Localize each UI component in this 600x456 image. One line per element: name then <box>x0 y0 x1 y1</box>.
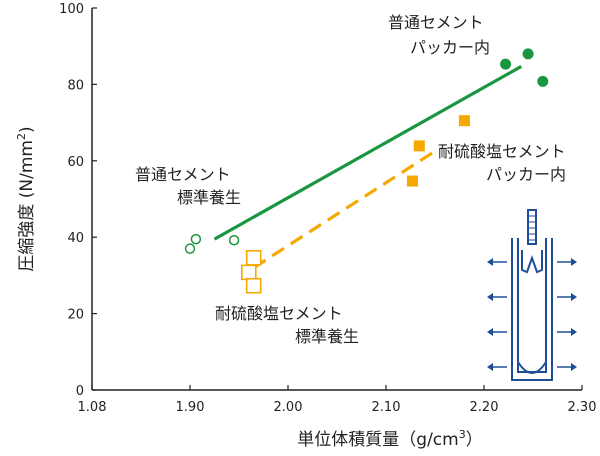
data-point <box>413 140 425 152</box>
y-tick-label: 20 <box>67 308 84 323</box>
data-point <box>245 250 262 266</box>
y-axis-title: 圧縮強度 (N/mm2) <box>15 126 37 271</box>
packer-diagram-icon <box>487 209 577 381</box>
x-tick-label: 2.30 <box>568 400 597 415</box>
annotation-label: 耐硫酸塩セメント <box>215 304 343 323</box>
y-tick-label: 0 <box>76 384 84 399</box>
x-tick-label: 1.08 <box>78 400 107 415</box>
trendlines <box>213 65 523 270</box>
data-point <box>406 175 418 187</box>
y-tick-label: 80 <box>67 78 84 93</box>
x-tick-label: 2.10 <box>372 400 401 415</box>
data-point <box>458 115 470 127</box>
y-tick-label: 40 <box>67 231 84 246</box>
data-point <box>184 243 196 254</box>
x-tick-label: 2.00 <box>274 400 303 415</box>
annotation-label: 標準養生 <box>295 327 359 346</box>
annotation-label: 普通セメント <box>388 13 484 32</box>
data-point <box>190 233 202 245</box>
y-tick-label: 60 <box>67 155 84 170</box>
annotation-label: パッカー内 <box>410 38 490 57</box>
axes: 1.08 1.90 2.00 2.10 2.20 2.30 0 20 40 60 80 100 単位体積… <box>15 2 596 450</box>
x-axis-title: 単位体積質量（g/cm3） <box>297 428 482 450</box>
annotation-label: 標準養生 <box>177 188 241 207</box>
trendline <box>252 147 439 270</box>
data-point <box>522 48 534 60</box>
annotations: 普通セメントパッカー内普通セメント標準養生耐硫酸塩セメントパッカー内耐硫酸塩セメ… <box>135 13 566 346</box>
data-point <box>500 58 512 70</box>
y-tick-label: 100 <box>59 2 84 17</box>
annotation-label: パッカー内 <box>486 165 566 184</box>
x-tick-label: 1.90 <box>176 400 205 415</box>
trendline <box>213 65 523 241</box>
data-points <box>184 48 549 294</box>
annotation-label: 普通セメント <box>135 165 231 184</box>
x-tick-label: 2.20 <box>470 400 499 415</box>
data-point <box>537 75 549 87</box>
data-point <box>228 235 240 246</box>
annotation-label: 耐硫酸塩セメント <box>438 142 566 161</box>
data-point <box>241 264 257 281</box>
data-point <box>245 277 262 294</box>
